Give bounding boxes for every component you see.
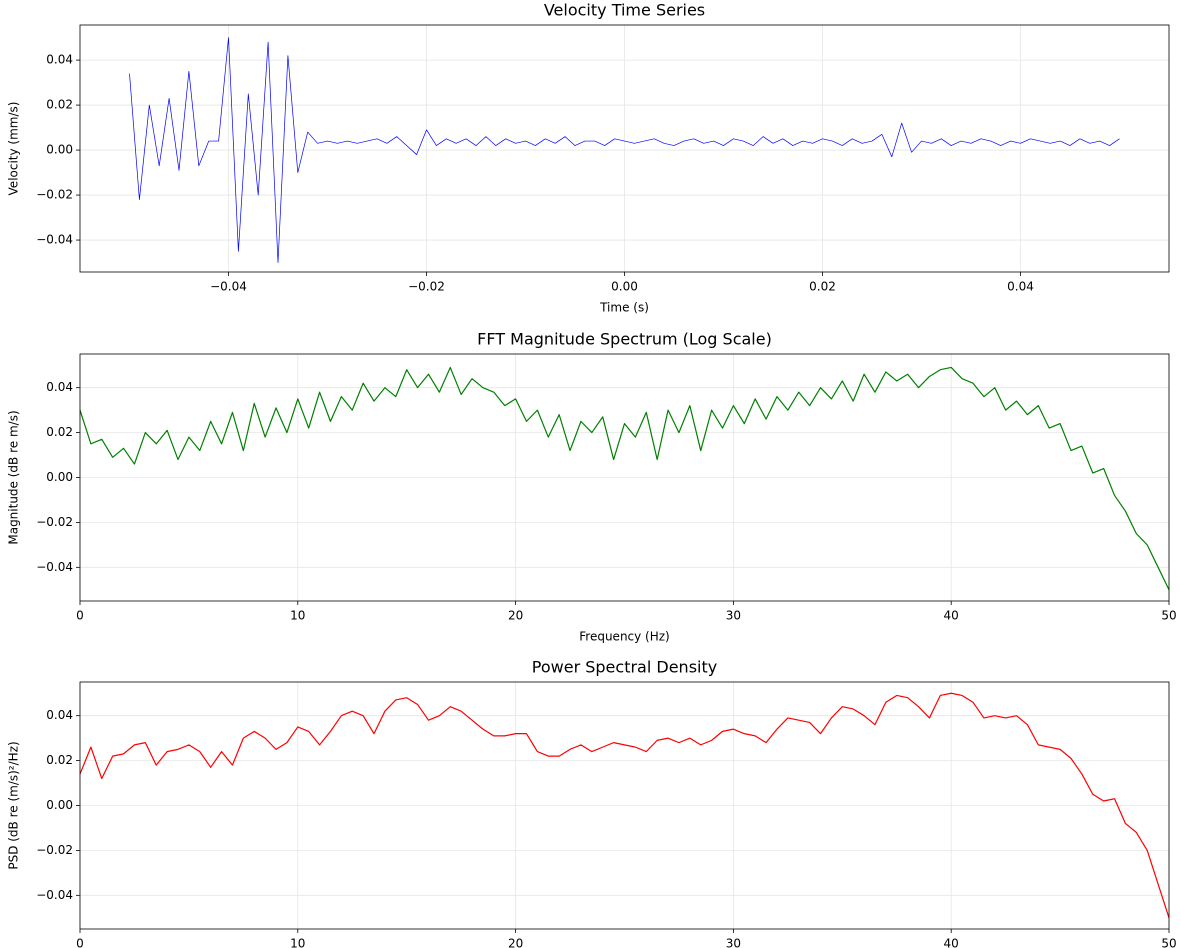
x-tick-label: 0.04 (1007, 280, 1034, 294)
x-tick-label: 40 (944, 609, 959, 623)
x-tick-label: 0.02 (809, 280, 836, 294)
axes-frame (79, 353, 1170, 602)
x-tick-label: −0.04 (210, 280, 247, 294)
x-axis-label: Frequency (Hz) (579, 630, 670, 644)
x-tick-label: 20 (508, 609, 523, 623)
y-tick-label: 0.02 (46, 753, 73, 767)
y-axis-label: PSD (dB re (m/s)²/Hz) (7, 741, 21, 869)
chart-title: Velocity Time Series (544, 1, 705, 20)
x-tick-label: 50 (1161, 609, 1176, 623)
x-tick-label: 30 (726, 937, 741, 948)
x-tick-label: 0 (76, 937, 84, 948)
data-line (129, 37, 1120, 263)
data-line (79, 692, 1170, 918)
x-tick-label: 50 (1161, 937, 1176, 948)
chart-title: FFT Magnitude Spectrum (Log Scale) (477, 330, 772, 349)
y-tick-label: −0.04 (36, 233, 73, 247)
y-tick-label: 0.02 (46, 98, 73, 112)
x-tick-label: 20 (508, 937, 523, 948)
y-tick-label: −0.02 (36, 843, 73, 857)
x-tick-label: 40 (944, 937, 959, 948)
y-tick-label: −0.02 (36, 515, 73, 529)
y-tick-label: 0.04 (46, 53, 73, 67)
x-tick-label: 0.00 (611, 280, 638, 294)
y-tick-label: 0.00 (46, 798, 73, 812)
x-tick-label: −0.02 (408, 280, 445, 294)
axes-frame (79, 24, 1170, 273)
y-tick-label: −0.02 (36, 188, 73, 202)
y-tick-label: −0.04 (36, 560, 73, 574)
data-line (79, 366, 1170, 591)
chart-title: Power Spectral Density (532, 658, 717, 677)
y-axis-label: Magnitude (dB re m/s) (7, 410, 21, 544)
x-tick-label: 10 (290, 937, 305, 948)
x-tick-label: 10 (290, 609, 305, 623)
y-tick-label: 0.04 (46, 380, 73, 394)
x-tick-label: 0 (76, 609, 84, 623)
y-axis-label: Velocity (mm/s) (7, 102, 21, 196)
y-tick-label: 0.02 (46, 425, 73, 439)
axes-frame (79, 681, 1170, 930)
y-tick-label: 0.00 (46, 143, 73, 157)
x-tick-label: 30 (726, 609, 741, 623)
y-tick-label: 0.00 (46, 470, 73, 484)
x-axis-label: Time (s) (599, 301, 649, 315)
y-tick-label: −0.04 (36, 888, 73, 902)
y-tick-label: 0.04 (46, 708, 73, 722)
